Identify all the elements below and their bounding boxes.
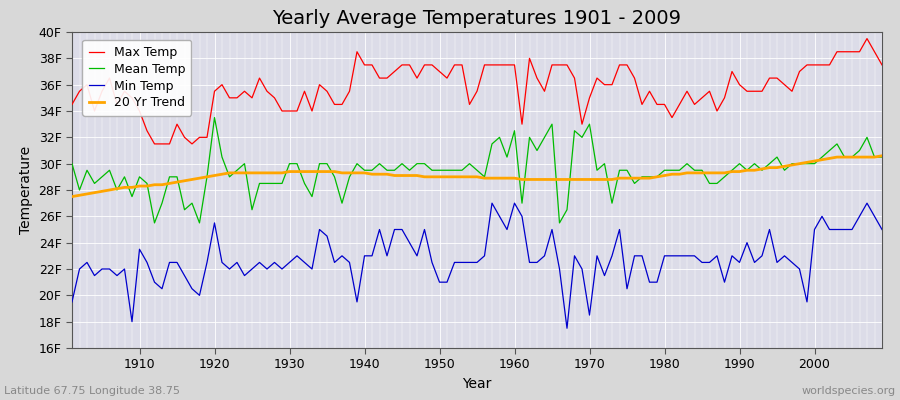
Max Temp: [127, 96, 138, 100]
Mean Temp: [877, 155, 887, 160]
Mean Temp: [209, 115, 220, 120]
Max Temp: [607, 82, 617, 87]
Line: Min Temp: Min Temp: [72, 203, 882, 328]
Mean Temp: [524, 135, 535, 140]
Mean Temp: [352, 161, 363, 166]
Mean Temp: [307, 194, 318, 199]
Max Temp: [509, 62, 520, 67]
20 Yr Trend: [877, 153, 887, 158]
Mean Temp: [614, 168, 625, 173]
Min Temp: [614, 227, 625, 232]
Mean Temp: [67, 161, 77, 166]
Min Temp: [487, 201, 498, 206]
X-axis label: Year: Year: [463, 377, 491, 391]
Max Temp: [517, 122, 527, 126]
Text: worldspecies.org: worldspecies.org: [801, 386, 896, 396]
Min Temp: [67, 300, 77, 304]
Min Temp: [517, 214, 527, 219]
Text: Latitude 67.75 Longitude 38.75: Latitude 67.75 Longitude 38.75: [4, 386, 181, 396]
Min Temp: [562, 326, 572, 331]
Y-axis label: Temperature: Temperature: [19, 146, 33, 234]
Max Temp: [67, 102, 77, 107]
20 Yr Trend: [127, 185, 138, 190]
Mean Temp: [517, 201, 527, 206]
20 Yr Trend: [67, 194, 77, 199]
Legend: Max Temp, Mean Temp, Min Temp, 20 Yr Trend: Max Temp, Mean Temp, Min Temp, 20 Yr Tre…: [82, 40, 192, 116]
Mean Temp: [149, 220, 160, 225]
20 Yr Trend: [509, 176, 520, 180]
20 Yr Trend: [292, 169, 302, 174]
20 Yr Trend: [599, 177, 610, 182]
20 Yr Trend: [337, 170, 347, 175]
Line: Mean Temp: Mean Temp: [72, 118, 882, 223]
Title: Yearly Average Temperatures 1901 - 2009: Yearly Average Temperatures 1901 - 2009: [273, 9, 681, 28]
Min Temp: [509, 201, 520, 206]
Line: 20 Yr Trend: 20 Yr Trend: [72, 156, 882, 196]
Mean Temp: [127, 194, 138, 199]
Max Temp: [344, 89, 355, 94]
Max Temp: [877, 62, 887, 67]
Max Temp: [861, 36, 872, 41]
Min Temp: [292, 254, 302, 258]
Min Temp: [127, 319, 138, 324]
Min Temp: [877, 227, 887, 232]
Max Temp: [299, 89, 310, 94]
Line: Max Temp: Max Temp: [72, 38, 882, 144]
20 Yr Trend: [501, 176, 512, 180]
Max Temp: [149, 142, 160, 146]
Min Temp: [337, 254, 347, 258]
